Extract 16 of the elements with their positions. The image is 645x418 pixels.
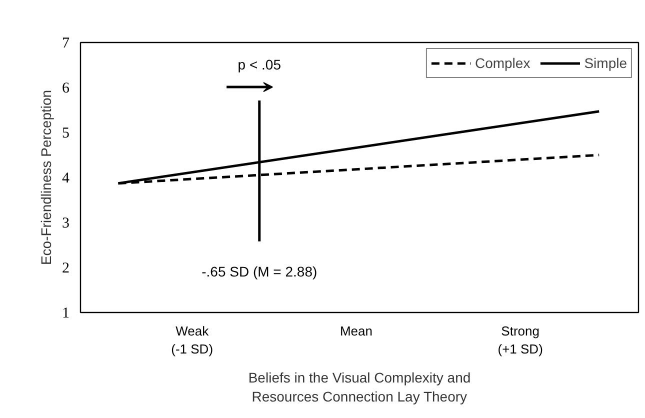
y-tick-label: 1 xyxy=(62,306,70,322)
annotation: p < .05 xyxy=(238,56,282,73)
annotation: -.65 SD (M = 2.88) xyxy=(202,263,318,280)
y-tick-label: 2 xyxy=(62,260,70,276)
y-tick-label: 6 xyxy=(62,80,70,96)
x-tick-label: Strong (+1 SD) xyxy=(498,324,543,356)
legend-label: Complex xyxy=(474,55,530,71)
x-axis-title: Beliefs in the Visual Complexity and Resources Connection Lay Theory xyxy=(248,370,471,405)
y-tick-label: 7 xyxy=(62,36,70,52)
y-axis-title: Eco-Friendliness Perception xyxy=(38,90,54,266)
y-tick-label: 3 xyxy=(62,216,70,232)
y-tick-label: 4 xyxy=(62,170,70,186)
x-tick-label: Mean xyxy=(340,324,372,338)
x-tick-label: Weak (-1 SD) xyxy=(171,324,214,356)
legend-label: Simple xyxy=(584,55,627,71)
y-tick-label: 5 xyxy=(62,126,70,142)
